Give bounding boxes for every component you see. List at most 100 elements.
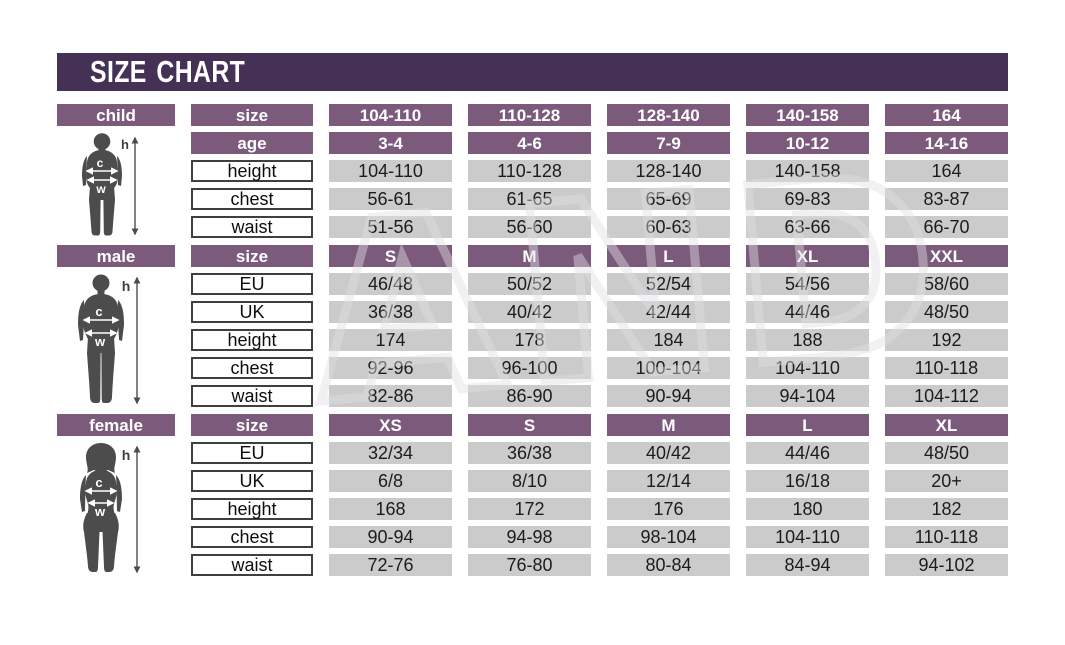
data-cell: 76-80 — [468, 554, 591, 576]
data-cell: 168 — [329, 498, 452, 520]
data-cell: 90-94 — [607, 385, 730, 407]
data-cell: 56-61 — [329, 188, 452, 210]
data-cell: 12/14 — [607, 470, 730, 492]
row-label: UK — [191, 301, 313, 323]
row-label: UK — [191, 470, 313, 492]
data-cell: 44/46 — [746, 442, 869, 464]
age-cell: 7-9 — [607, 132, 730, 154]
height-letter: h — [122, 447, 131, 463]
row-label: height — [191, 329, 313, 351]
size-header-cell: S — [329, 245, 452, 267]
row-label: waist — [191, 554, 313, 576]
data-cell: 104-112 — [885, 385, 1008, 407]
size-header-cell: XL — [746, 245, 869, 267]
size-header-cell: 128-140 — [607, 104, 730, 126]
data-cell: 42/44 — [607, 301, 730, 323]
female-figure: h c w — [57, 442, 175, 576]
data-cell: 184 — [607, 329, 730, 351]
data-cell: 86-90 — [468, 385, 591, 407]
size-header-cell: XL — [885, 414, 1008, 436]
section-label-child: child — [57, 104, 175, 126]
data-cell: 94-98 — [468, 526, 591, 548]
size-header-cell: L — [607, 245, 730, 267]
size-header-cell: S — [468, 414, 591, 436]
data-cell: 36/38 — [329, 301, 452, 323]
data-cell: 104-110 — [746, 357, 869, 379]
data-cell: 69-83 — [746, 188, 869, 210]
data-cell: 188 — [746, 329, 869, 351]
page-title: SIZE CHART — [90, 54, 246, 89]
data-cell: 182 — [885, 498, 1008, 520]
size-header-cell: L — [746, 414, 869, 436]
data-cell: 84-94 — [746, 554, 869, 576]
row-label: EU — [191, 273, 313, 295]
row-label: age — [191, 132, 313, 154]
data-cell: 110-118 — [885, 526, 1008, 548]
age-cell: 3-4 — [329, 132, 452, 154]
size-header-cell: 110-128 — [468, 104, 591, 126]
data-cell: 83-87 — [885, 188, 1008, 210]
data-cell: 192 — [885, 329, 1008, 351]
row-label: waist — [191, 385, 313, 407]
section-label-male: male — [57, 245, 175, 267]
row-label: height — [191, 160, 313, 182]
data-cell: 164 — [885, 160, 1008, 182]
data-cell: 58/60 — [885, 273, 1008, 295]
data-cell: 32/34 — [329, 442, 452, 464]
data-cell: 100-104 — [607, 357, 730, 379]
data-cell: 96-100 — [468, 357, 591, 379]
data-cell: 80-84 — [607, 554, 730, 576]
age-cell: 4-6 — [468, 132, 591, 154]
data-cell: 40/42 — [607, 442, 730, 464]
data-cell: 51-56 — [329, 216, 452, 238]
section-child: child size 104-110 110-128 128-140 140-1… — [57, 104, 1008, 238]
data-cell: 65-69 — [607, 188, 730, 210]
chest-letter: c — [95, 475, 102, 490]
size-row-label: size — [191, 245, 313, 267]
data-cell: 104-110 — [329, 160, 452, 182]
male-figure: h c w — [57, 273, 175, 407]
male-silhouette — [78, 274, 124, 403]
data-cell: 90-94 — [329, 526, 452, 548]
data-cell: 44/46 — [746, 301, 869, 323]
data-cell: 66-70 — [885, 216, 1008, 238]
size-header-cell: 164 — [885, 104, 1008, 126]
row-label: chest — [191, 357, 313, 379]
size-header-cell: XXL — [885, 245, 1008, 267]
row-label: waist — [191, 216, 313, 238]
data-cell: 140-158 — [746, 160, 869, 182]
size-header-cell: M — [468, 245, 591, 267]
data-cell: 48/50 — [885, 442, 1008, 464]
data-cell: 50/52 — [468, 273, 591, 295]
age-cell: 10-12 — [746, 132, 869, 154]
data-cell: 72-76 — [329, 554, 452, 576]
data-cell: 110-118 — [885, 357, 1008, 379]
title-bar: SIZE CHART — [57, 53, 1008, 91]
data-cell: 52/54 — [607, 273, 730, 295]
row-label: chest — [191, 526, 313, 548]
data-cell: 82-86 — [329, 385, 452, 407]
data-cell: 98-104 — [607, 526, 730, 548]
data-cell: 40/42 — [468, 301, 591, 323]
data-cell: 176 — [607, 498, 730, 520]
row-label: EU — [191, 442, 313, 464]
data-cell: 174 — [329, 329, 452, 351]
size-row-label: size — [191, 104, 313, 126]
size-row-label: size — [191, 414, 313, 436]
chest-letter: c — [97, 156, 104, 170]
data-cell: 94-102 — [885, 554, 1008, 576]
data-cell: 178 — [468, 329, 591, 351]
data-cell: 20+ — [885, 470, 1008, 492]
data-cell: 54/56 — [746, 273, 869, 295]
chest-letter: c — [95, 304, 102, 319]
waist-letter: w — [95, 182, 106, 196]
section-label-female: female — [57, 414, 175, 436]
data-cell: 56-60 — [468, 216, 591, 238]
size-header-cell: 104-110 — [329, 104, 452, 126]
data-cell: 92-96 — [329, 357, 452, 379]
section-female: female size XS S M L XL — [57, 414, 1008, 576]
data-cell: 180 — [746, 498, 869, 520]
data-cell: 104-110 — [746, 526, 869, 548]
data-cell: 128-140 — [607, 160, 730, 182]
data-cell: 8/10 — [468, 470, 591, 492]
